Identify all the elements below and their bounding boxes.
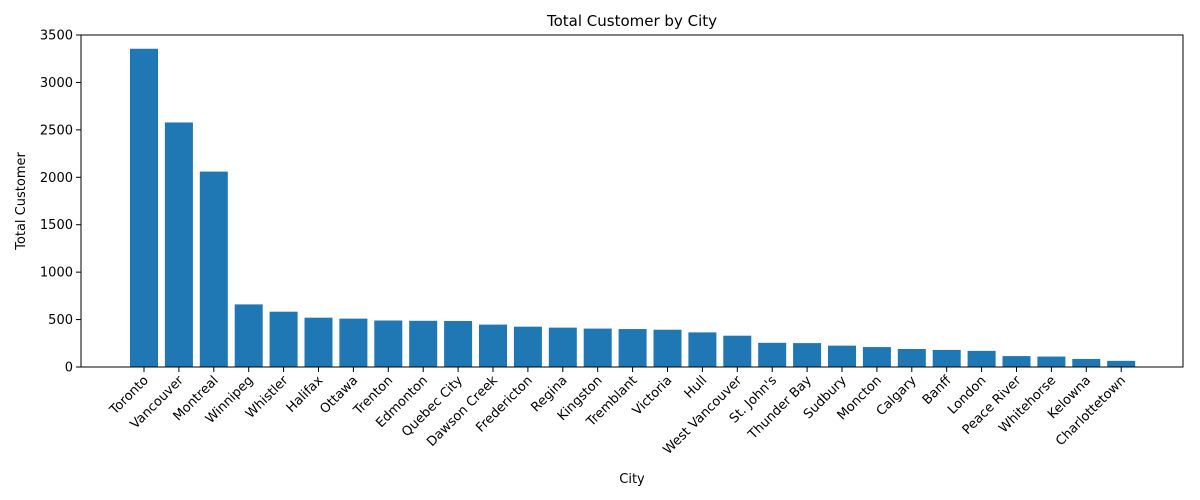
bar <box>548 327 577 367</box>
bar <box>828 345 856 367</box>
bar <box>513 326 542 367</box>
chart-title: Total Customer by City <box>546 12 717 30</box>
y-tick-label: 500 <box>48 313 73 328</box>
bar <box>234 304 263 367</box>
bar <box>932 349 961 367</box>
bar <box>409 320 438 367</box>
bars <box>130 48 1136 368</box>
bar <box>1002 356 1031 367</box>
y-tick-label: 0 <box>65 361 73 376</box>
bar <box>758 342 787 367</box>
bar <box>688 332 717 367</box>
y-tick-label: 3500 <box>40 29 73 44</box>
bar <box>583 328 612 367</box>
x-axis-title: City <box>619 472 645 487</box>
bar <box>967 350 996 367</box>
y-axis: 0 500 1000 1500 2000 2500 3000 3500 <box>40 29 81 376</box>
y-axis-title: Total Customer <box>14 152 29 251</box>
bar <box>618 329 647 367</box>
y-tick-label: 3000 <box>40 76 73 91</box>
bar <box>723 335 752 367</box>
bar <box>1072 358 1101 367</box>
bar <box>793 343 822 367</box>
bar <box>862 347 891 367</box>
y-tick-label: 1000 <box>40 266 73 281</box>
bar <box>897 348 926 367</box>
bar <box>374 320 403 367</box>
bar <box>304 317 333 367</box>
bar <box>199 171 228 367</box>
bar <box>339 318 368 367</box>
y-tick-label: 1500 <box>40 218 73 233</box>
bar <box>164 122 193 367</box>
bar <box>1107 360 1136 367</box>
bar <box>479 324 507 367</box>
y-tick-label: 2000 <box>40 171 73 186</box>
bar <box>444 320 473 367</box>
bar <box>653 329 682 367</box>
bar <box>269 311 298 367</box>
bar <box>1037 356 1066 367</box>
bar <box>130 48 158 368</box>
y-tick-label: 2500 <box>40 123 73 138</box>
plot-frame <box>80 34 1184 368</box>
